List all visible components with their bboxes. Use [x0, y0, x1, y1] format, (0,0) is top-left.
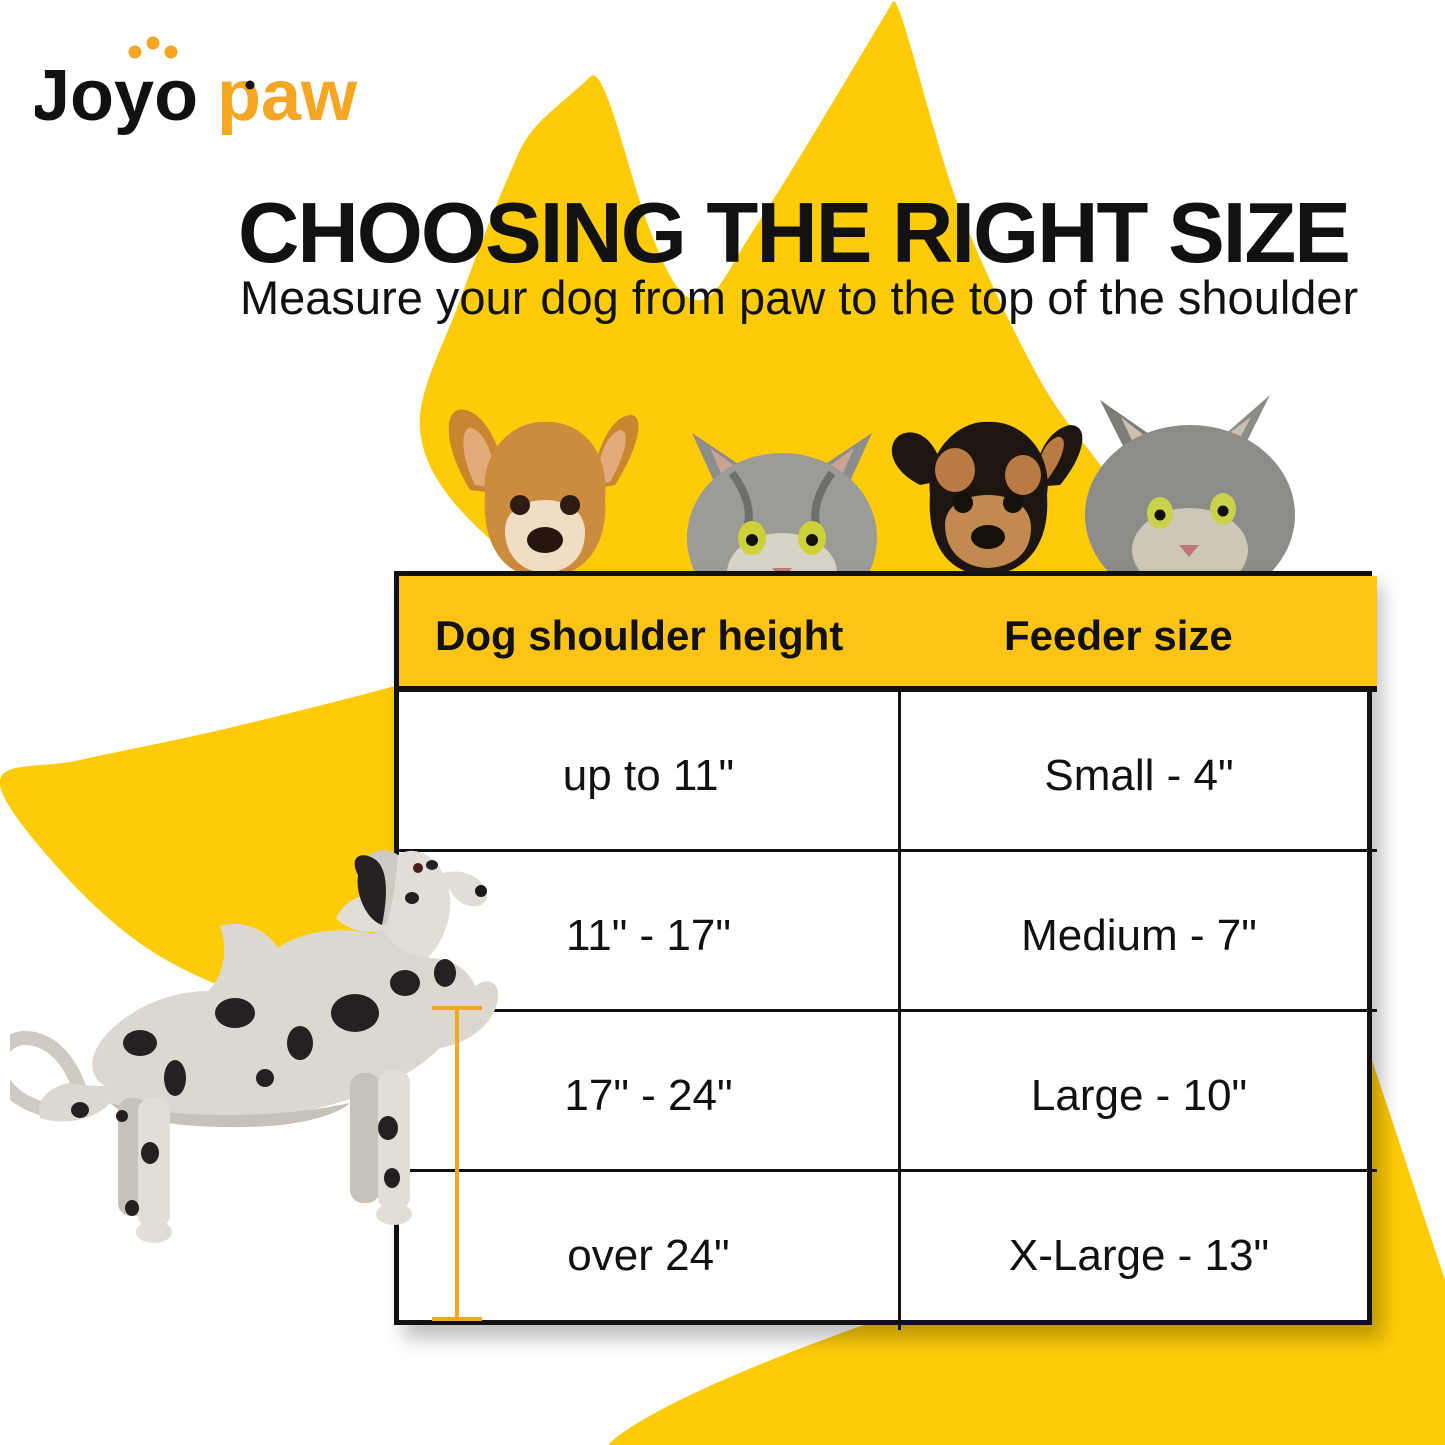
svg-text:paw: paw — [217, 56, 358, 136]
svg-text:Joyo: Joyo — [35, 56, 198, 136]
